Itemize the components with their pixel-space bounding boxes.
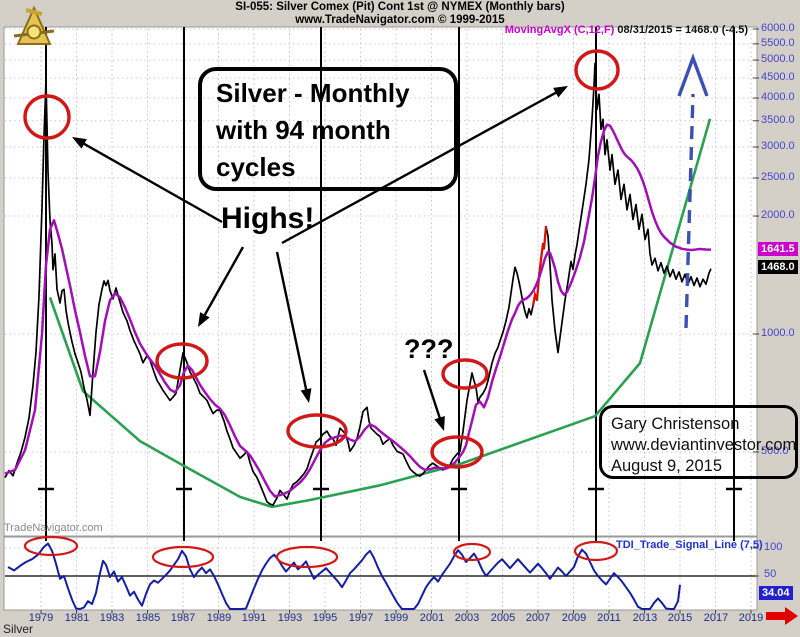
price-axis-label: 5500.0 — [761, 37, 795, 49]
year-axis-label: 2011 — [597, 612, 621, 624]
year-axis-label: 1985 — [135, 612, 161, 624]
year-axis-label: 1997 — [348, 612, 374, 624]
tdi-value-badge: 34.04 — [759, 586, 793, 600]
year-axis-label: 1993 — [277, 612, 303, 624]
highlight-ellipse — [441, 358, 489, 390]
year-axis-label: 1991 — [241, 612, 267, 624]
credit-date: August 9, 2015 — [611, 457, 723, 475]
cycle-trend-line — [48, 118, 712, 509]
year-axis-label: 1983 — [99, 612, 125, 624]
annotation-arrow — [76, 138, 223, 224]
projection-arrowhead — [677, 53, 709, 97]
year-axis-label: 2015 — [667, 612, 693, 624]
tdi-highlight-ellipse — [275, 545, 339, 569]
credit-site: www.deviantinvestor.com — [611, 436, 797, 454]
credit-author: Gary Christenson — [611, 415, 740, 433]
annotation-arrow — [422, 369, 444, 426]
highs-annotation: Highs! — [221, 202, 315, 235]
movingavg-label: MovingAvgX (C,12,F) — [504, 24, 615, 36]
price-axis-label: 5000.0 — [761, 53, 795, 65]
tdi-highlight-ellipse — [23, 535, 79, 557]
annotation-arrow — [281, 87, 564, 245]
tdi-line — [7, 542, 681, 610]
price-axis-label: 500.0 — [761, 445, 789, 457]
price-axis-label: 3500.0 — [761, 114, 795, 126]
year-axis-label: 1979 — [28, 612, 54, 624]
ma-price-badge: 1641.5 — [758, 242, 798, 256]
last-price-badge: 1468.0 — [758, 260, 798, 274]
annotation-arrowhead — [553, 86, 568, 98]
chart-title: SI-055: Silver Comex (Pit) Cont 1st @ NY… — [235, 1, 565, 13]
cycle-box-line3: cycles — [216, 152, 296, 182]
annotation-arrowhead — [434, 415, 445, 431]
forward-arrow-icon — [766, 607, 798, 625]
trade-navigator-logo-icon — [13, 5, 55, 45]
moving-average-line — [4, 123, 711, 498]
highlight-ellipse — [23, 94, 71, 140]
highlight-ellipse — [286, 413, 348, 449]
price-axis-label: 6000.0 — [761, 22, 795, 34]
tdi-axis-label-50: 50 — [764, 568, 777, 580]
tdi-axis-label-100: 100 — [764, 541, 783, 553]
tdi-highlight-ellipse — [573, 540, 619, 562]
price-axis-label: 4500.0 — [761, 71, 795, 83]
year-axis-label: 2003 — [454, 612, 480, 624]
price-line — [4, 62, 712, 506]
watermark: TradeNavigator.com — [4, 522, 103, 534]
main-pane — [3, 26, 758, 537]
year-axis-label: 2013 — [632, 612, 658, 624]
cycle-box-line2: with 94 month — [216, 115, 391, 145]
year-axis-label: 2017 — [703, 612, 729, 624]
year-axis-label: 1981 — [64, 612, 90, 624]
indicator-readout[interactable]: MovingAvgX (C,12,F) 08/31/2015 = 1468.0 … — [0, 24, 748, 36]
chart-subtitle: www.TradeNavigator.com © 1999-2015 — [295, 14, 505, 26]
annotation-arrowhead — [72, 137, 87, 149]
price-axis-label: 4000.0 — [761, 91, 795, 103]
cycle-box-line1: Silver - Monthly — [216, 78, 410, 108]
question-annotation: ??? — [404, 334, 454, 364]
price-axis-label: 3000.0 — [761, 140, 795, 152]
projection-arrow-shaft — [684, 93, 695, 329]
instrument-label: Silver — [3, 622, 34, 636]
year-axis-label: 2001 — [419, 612, 445, 624]
annotation-arrow — [275, 251, 309, 398]
year-axis-label: 1989 — [206, 612, 232, 624]
year-axis-label: 2019 — [738, 612, 764, 624]
annotation-arrowhead — [198, 312, 210, 327]
credit-box: Gary Christenson www.deviantinvestor.com… — [599, 405, 798, 479]
year-axis-label: 2007 — [525, 612, 551, 624]
annotation-arrowhead — [300, 388, 312, 403]
tdi-highlight-ellipse — [151, 545, 215, 569]
annotation-arrow — [199, 246, 245, 323]
year-axis-label: 2005 — [490, 612, 516, 624]
year-axis-label: 1999 — [383, 612, 409, 624]
price-axis-label: 2000.0 — [761, 209, 795, 221]
price-axis-label: 1000.0 — [761, 327, 795, 339]
highlight-ellipse — [430, 435, 484, 469]
year-axis-label: 1987 — [170, 612, 196, 624]
red-highlight-segment — [531, 226, 548, 307]
movingavg-value: 08/31/2015 = 1468.0 (-4.5) — [614, 24, 748, 36]
highlight-ellipse — [155, 342, 209, 380]
cycle-annotation-box: Silver - Monthly with 94 month cycles — [198, 67, 458, 191]
year-axis-label: 2009 — [561, 612, 587, 624]
highlight-ellipse — [574, 49, 620, 91]
tdi-pane-label: TDI_Trade_Signal_Line (7,5) — [616, 539, 763, 551]
price-axis-label: 2500.0 — [761, 171, 795, 183]
tdi-highlight-ellipse — [452, 542, 492, 562]
year-axis-label: 1995 — [312, 612, 338, 624]
